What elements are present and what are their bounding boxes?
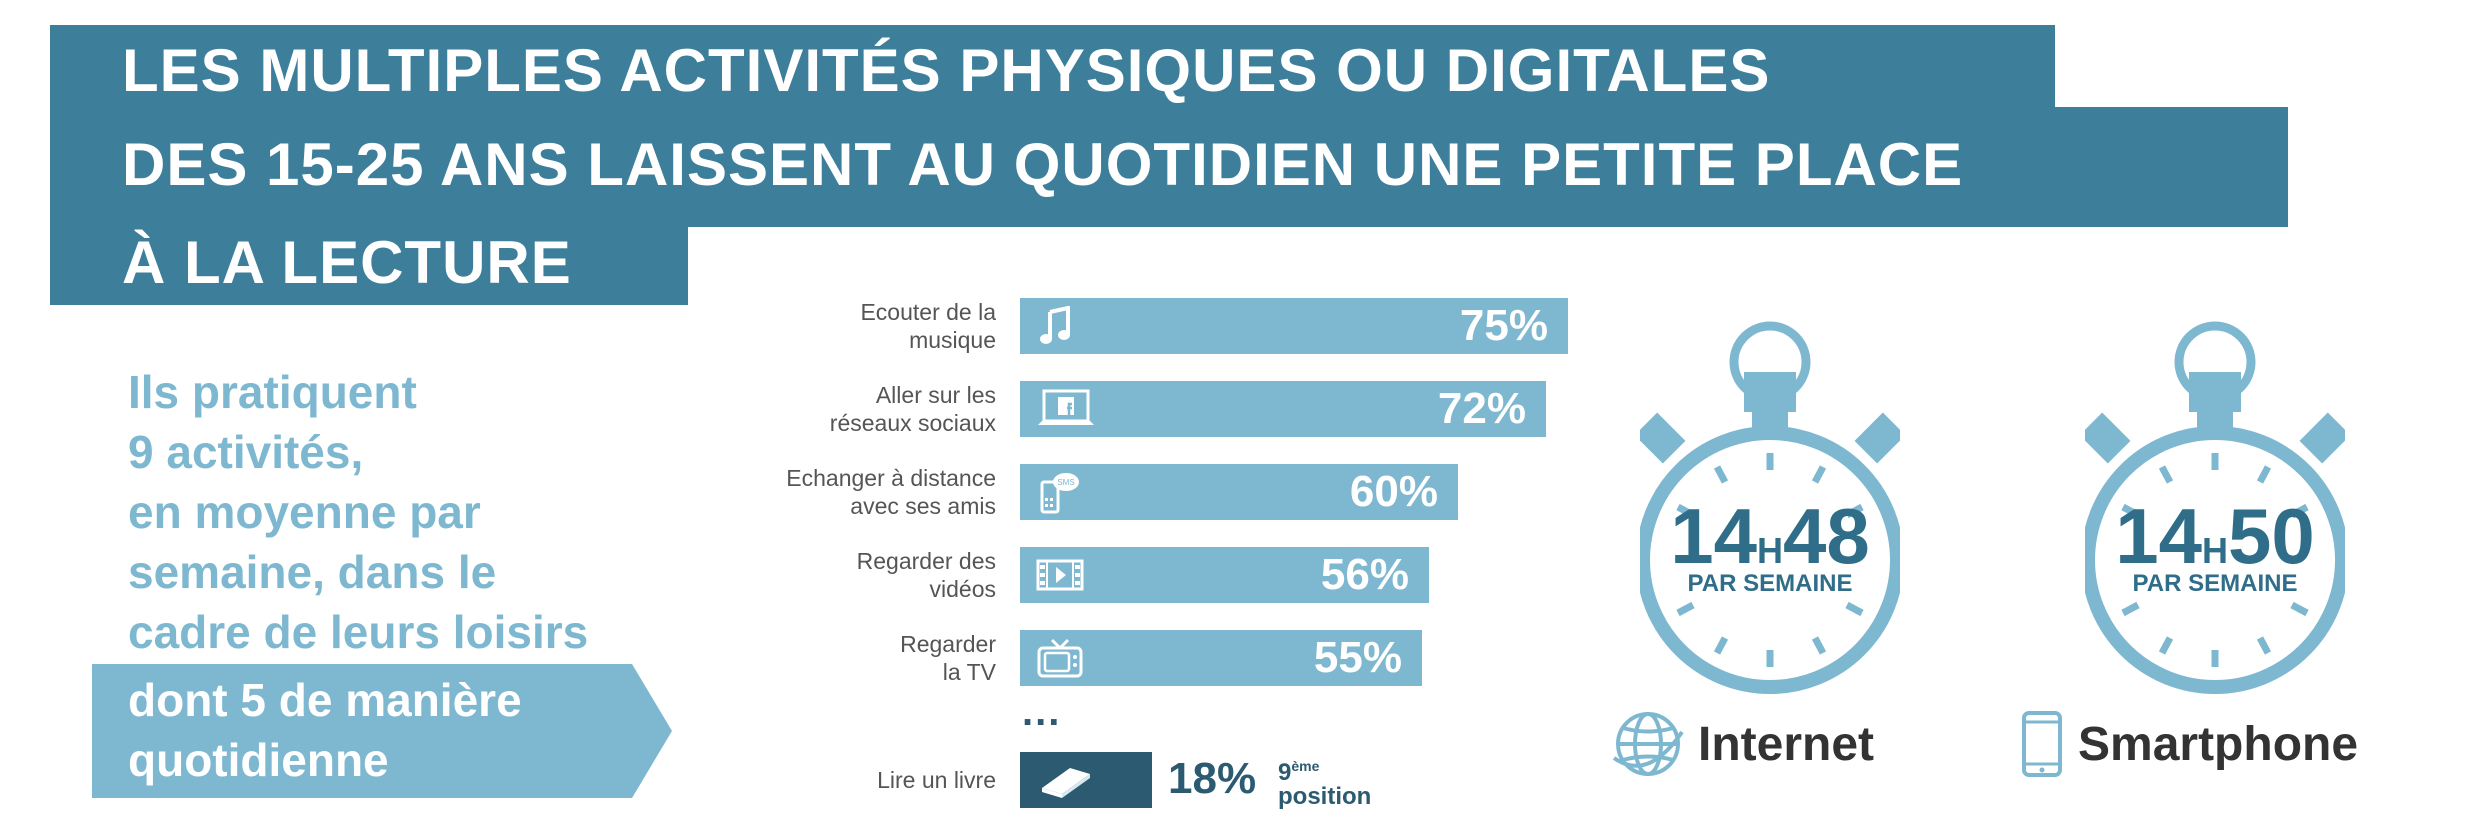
bar: 56% (1020, 547, 1429, 603)
bar-category-line: Lire un livre (877, 767, 996, 793)
title-line-2: DES 15-25 ANS LAISSENT AU QUOTIDIEN UNE … (50, 107, 2288, 227)
tv-icon (1036, 638, 1083, 678)
svg-text:SMS: SMS (1057, 478, 1074, 487)
internet-device: Internet (1612, 712, 1874, 776)
lead-line: Ils pratiquent (128, 366, 417, 418)
title-line-1: LES MULTIPLES ACTIVITÉS PHYSIQUES OU DIG… (50, 25, 2055, 107)
bar-value-label: 60% (1349, 467, 1438, 516)
lead-line: en moyenne par (128, 486, 481, 538)
smartphone-timer: 14H50 PAR SEMAINE (2085, 320, 2345, 700)
lead-line: 9 activités, (128, 426, 364, 478)
bar-category-label: Ecouter de la musique (736, 298, 996, 354)
stopwatch-icon (2085, 321, 2345, 694)
rank-word: position (1278, 783, 1372, 810)
video-film-icon (1036, 555, 1084, 595)
bar: 72% (1020, 381, 1546, 437)
internet-label: Internet (1698, 717, 1875, 771)
bar-category-line: Ecouter de la (860, 299, 996, 325)
rank-number: 9 (1278, 759, 1292, 786)
bar-category-line: avec ses amis (850, 493, 996, 519)
lead-line: cadre de leurs loisirs (128, 606, 589, 658)
bar-value-label: 56% (1320, 550, 1409, 599)
callout-line: dont 5 de manière (128, 674, 522, 726)
internet-time: 14H48 (1670, 492, 1870, 580)
bar-value-label: 72% (1437, 384, 1526, 433)
laptop-facebook-icon (1036, 389, 1094, 429)
bar-category-label: Aller sur les réseaux sociaux (736, 381, 996, 437)
lead-text: Ils pratiquent 9 activités, en moyenne p… (128, 362, 688, 662)
globe-icon (1612, 712, 1684, 776)
bar-category-line: Echanger à distance (786, 465, 996, 491)
bar-category-label: Echanger à distance avec ses amis (736, 464, 996, 520)
music-note-icon (1036, 305, 1080, 346)
bar-category-line: Regarder (900, 631, 996, 657)
bar-category-label: Regarder la TV (736, 630, 996, 686)
smartphone-device: Smartphone (2020, 711, 2359, 777)
rank-label: 9ème position (1278, 754, 1371, 809)
book-icon (1036, 760, 1090, 800)
bar-category-line: vidéos (929, 576, 996, 602)
bar (1020, 752, 1152, 808)
smartphone-caption: PAR SEMAINE (2132, 570, 2298, 597)
callout-line: quotidienne (128, 734, 389, 786)
bar-category-line: musique (909, 327, 996, 353)
bar-category-line: la TV (942, 659, 996, 685)
bar: SMS 60% (1020, 464, 1458, 520)
smartphone-icon (2022, 711, 2062, 777)
bar-value-label: 18% (1168, 754, 1257, 803)
bar-category-line: Regarder des (856, 548, 996, 574)
bar-category-line: réseaux sociaux (829, 410, 996, 436)
internet-timer: 14H48 PAR SEMAINE (1640, 320, 1900, 700)
phone-sms-icon: SMS (1036, 472, 1080, 514)
ellipsis-marker: ... (1022, 690, 1062, 734)
bar-category-label: Regarder des vidéos (736, 547, 996, 603)
stopwatch-icon (1640, 321, 1900, 694)
smartphone-label: Smartphone (2078, 717, 2359, 771)
bar: 55% (1020, 630, 1422, 686)
internet-caption: PAR SEMAINE (1687, 570, 1853, 597)
daily-callout: dont 5 de manière quotidienne (92, 664, 672, 798)
bar-category-line: Aller sur les (875, 382, 996, 408)
rank-suffix: ème (1291, 758, 1320, 774)
bar-value-label: 75% (1459, 301, 1548, 350)
bar-value-label: 55% (1313, 633, 1402, 682)
title-line-3: À LA LECTURE (50, 227, 688, 305)
bar: 75% (1020, 298, 1568, 354)
lead-line: semaine, dans le (128, 546, 497, 598)
bar-category-label: Lire un livre (736, 766, 996, 794)
smartphone-time: 14H50 (2115, 492, 2315, 580)
